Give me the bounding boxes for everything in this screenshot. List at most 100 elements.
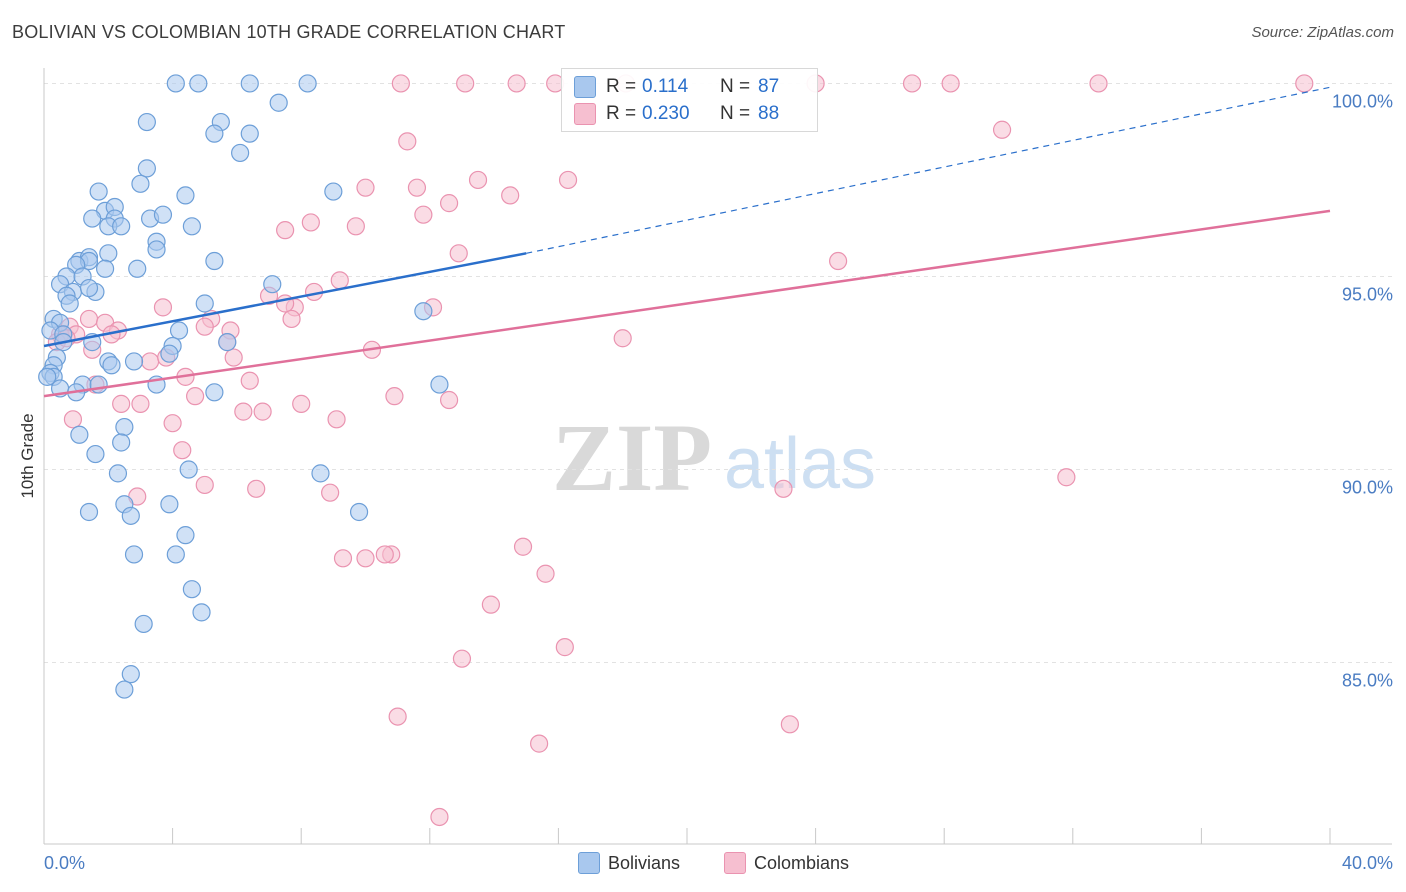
colombian-point: [356, 178, 375, 197]
bolivian-point: [79, 278, 99, 298]
bolivian-point: [137, 159, 156, 178]
colombian-point: [356, 549, 375, 568]
colombian-point: [292, 394, 311, 413]
bolivian-point: [349, 502, 369, 522]
colombian-point: [163, 414, 182, 433]
bolivian-point: [240, 74, 259, 93]
bolivian-point: [166, 545, 185, 564]
colombian-point: [449, 244, 468, 263]
bolivian-point: [95, 259, 115, 278]
bolivian-point: [121, 506, 140, 525]
colombian-point: [941, 74, 960, 93]
bolivian-point: [83, 209, 102, 228]
bolivians-trend-extension: [526, 86, 1331, 254]
bolivian-point: [160, 344, 179, 363]
bolivian-point: [231, 143, 250, 163]
bolivian-point: [324, 182, 343, 201]
colombians-swatch: [574, 103, 596, 125]
y-tick-label: 85.0%: [1342, 671, 1393, 691]
colombian-point: [112, 394, 131, 413]
series-legend: Bolivians Colombians: [0, 850, 1406, 878]
colombian-point: [407, 178, 427, 197]
bolivian-point: [108, 464, 128, 483]
colombian-point: [1057, 468, 1076, 487]
bolivian-point: [240, 124, 259, 143]
colombian-point: [501, 186, 520, 205]
colombian-point: [439, 390, 459, 410]
bolivians-swatch: [578, 852, 600, 874]
colombian-point: [536, 564, 555, 583]
colombian-point: [375, 545, 394, 564]
bolivian-point: [205, 383, 224, 402]
colombian-point: [780, 715, 799, 734]
colombian-point: [333, 549, 353, 568]
bolivian-point: [430, 375, 449, 394]
colombian-point: [555, 638, 574, 657]
bolivian-point: [115, 680, 134, 699]
colombians-swatch: [724, 852, 746, 874]
x-tick-label: 40.0%: [1342, 853, 1393, 873]
colombian-point: [346, 217, 365, 236]
colombian-point: [452, 649, 472, 668]
bolivian-point: [218, 333, 237, 352]
bolivian-point: [176, 186, 195, 205]
colombian-point: [1295, 74, 1314, 93]
bolivians-trend-line: [43, 252, 527, 348]
colombian-point: [79, 309, 99, 329]
colombian-point: [153, 298, 173, 317]
bolivian-point: [179, 460, 198, 479]
colombian-point: [195, 317, 214, 336]
colombian-point: [240, 371, 259, 390]
bolivian-point: [86, 444, 105, 464]
n-value: 87: [758, 76, 780, 97]
watermark-zip: ZIP: [552, 404, 712, 511]
bolivian-point: [263, 275, 282, 294]
colombian-point: [327, 410, 346, 429]
colombian-point: [774, 479, 793, 498]
bolivian-point: [160, 495, 179, 514]
colombian-point: [1089, 74, 1108, 93]
bolivian-point: [176, 526, 195, 545]
bolivian-point: [112, 433, 131, 452]
bolivian-point: [205, 251, 224, 271]
bolivian-point: [60, 294, 79, 313]
colombian-point: [414, 205, 433, 224]
colombian-point: [301, 213, 320, 232]
bolivian-point: [70, 425, 89, 444]
bolivian-point: [205, 124, 224, 143]
colombian-point: [330, 271, 349, 290]
colombian-point: [613, 329, 632, 348]
colombian-point: [321, 483, 340, 502]
bolivian-point: [124, 352, 144, 371]
colombian-point: [234, 402, 253, 421]
colombian-point: [131, 394, 150, 413]
colombian-point: [439, 194, 459, 213]
colombian-point: [388, 707, 407, 726]
colombian-point: [186, 387, 205, 406]
bolivian-point: [99, 244, 118, 263]
r-value: 0.230: [642, 103, 690, 124]
y-tick-label: 90.0%: [1342, 478, 1393, 498]
y-tick-label: 95.0%: [1342, 284, 1393, 304]
colombian-point: [902, 74, 922, 93]
bolivian-point: [269, 93, 288, 112]
colombian-point: [385, 387, 404, 406]
x-tick-label: 0.0%: [44, 853, 85, 873]
legend-label: Bolivians: [608, 852, 681, 873]
bolivian-point: [147, 240, 166, 259]
colombian-point: [481, 595, 500, 614]
colombians-trend-line: [43, 209, 1331, 398]
n-label: N =: [720, 103, 751, 124]
bolivian-point: [38, 367, 57, 386]
n-label: N =: [720, 76, 751, 97]
colombian-point: [558, 170, 578, 190]
colombian-point: [140, 352, 160, 371]
r-label: R =: [606, 103, 637, 124]
y-tick-label: 100.0%: [1332, 91, 1393, 111]
stats-row-colombians: R = 0.230 N = 88: [574, 101, 779, 127]
bolivian-point: [153, 205, 173, 224]
colombian-point: [391, 74, 410, 93]
colombian-point: [430, 807, 449, 827]
bolivian-point: [414, 302, 433, 321]
colombian-point: [276, 221, 295, 240]
